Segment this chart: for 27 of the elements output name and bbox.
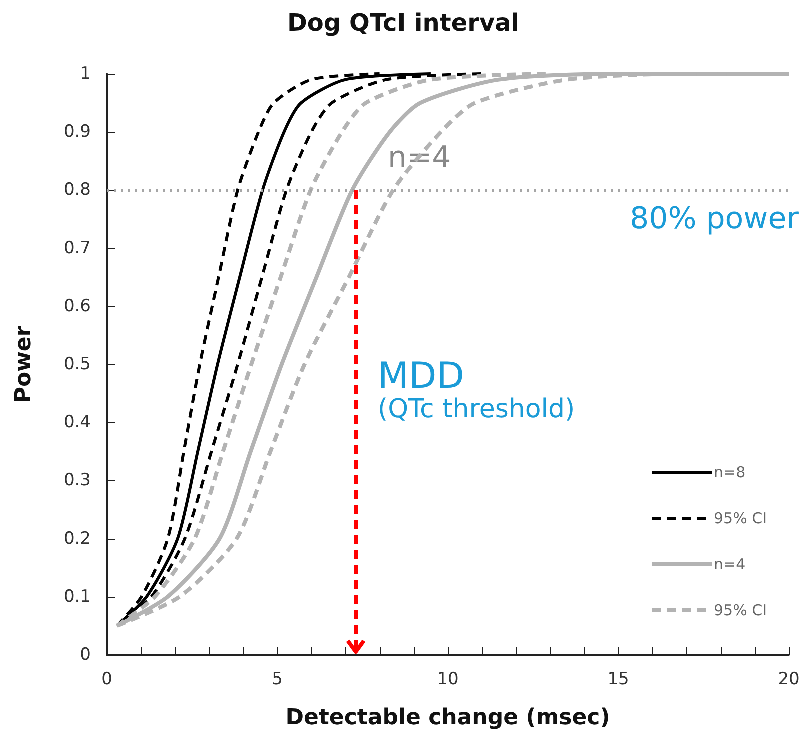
legend-label: 95% CI [714,602,768,620]
chart-title: Dog QTcI interval [287,9,520,37]
y-tick-label: 0.4 [64,412,91,433]
x-axis-title: Detectable change (msec) [286,706,610,730]
ref-line-label: MDD [378,356,464,397]
y-tick-label: 0 [80,645,91,665]
y-tick-label: 0.1 [64,586,91,607]
x-tick-label: 0 [102,670,112,690]
y-tick-label: 0.8 [64,180,91,200]
annotation: (QTc threshold) [378,394,576,424]
x-tick-label: 20 [778,670,800,690]
y-tick-label: 0.9 [64,122,91,142]
y-tick-label: 0.7 [64,238,91,258]
y-tick-label: 1 [80,64,91,84]
x-tick-label: 5 [272,670,283,690]
y-tick-label: 0.6 [64,296,91,316]
y-tick-label: 0.2 [64,528,91,549]
legend-label: 95% CI [714,510,768,528]
x-tick-label: 10 [437,670,459,690]
annotation: n=4 [388,140,452,176]
legend-label: n=8 [714,464,746,482]
y-axis-title: Power [12,326,36,404]
ref-line-label: 80% power [630,202,800,237]
y-tick-label: 0.3 [64,470,91,491]
y-tick-label: 0.5 [64,354,91,374]
x-tick-label: 15 [608,670,630,690]
legend-label: n=4 [714,556,746,574]
